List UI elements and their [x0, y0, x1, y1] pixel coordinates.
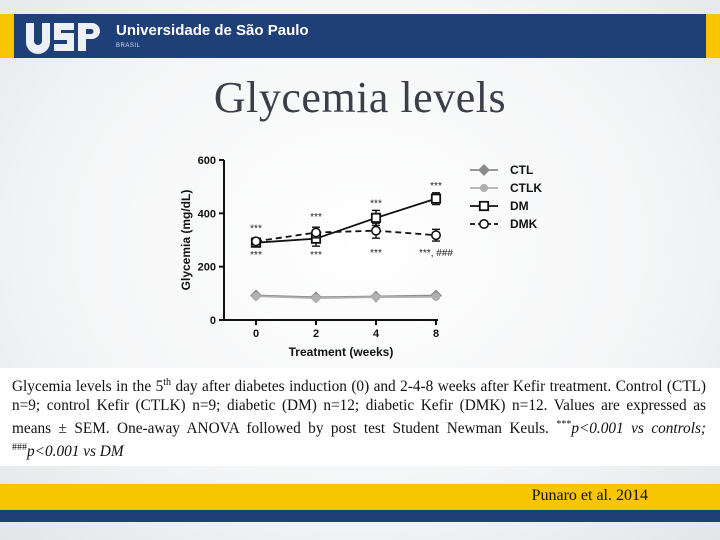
caption-sup-hashes: ###: [12, 442, 27, 454]
legend-item-ctlk: CTLK: [470, 181, 542, 195]
glycemia-chart: 0 200 400 600 0 2 4 8 Treatment (weeks) Glycemia …: [179, 155, 542, 359]
legend-marker-ctlk: [479, 183, 489, 193]
legend-item-ctl: CTL: [470, 163, 533, 177]
series-ctlk: [251, 292, 441, 303]
university-subtitle: BRASIL: [116, 43, 141, 49]
data-point-dm-3: [430, 193, 442, 204]
annotation-5: ***: [370, 248, 382, 259]
legend-item-dm: DM: [470, 199, 529, 213]
legend-label-ctl: CTL: [510, 163, 533, 177]
header-accent-right: [706, 14, 720, 58]
x-axis-label: Treatment (weeks): [289, 345, 394, 359]
usp-logo: [22, 20, 104, 54]
annotation-1: ***: [250, 250, 262, 261]
legend-marker-ctl: [478, 164, 490, 176]
header-accent-left: [0, 14, 14, 58]
legend-label-dmk: DMK: [510, 217, 538, 231]
figure-caption: Glycemia levels in the 5th day after dia…: [12, 373, 706, 461]
legend-marker-dmk: [478, 219, 489, 230]
caption-text-3: p<0.001 vs controls;: [571, 420, 706, 438]
annotation-6: ***: [430, 181, 442, 192]
data-point-ctlk-2: [371, 292, 381, 302]
data-point-ctlk-0: [251, 292, 261, 301]
y-tick-label-2: 400: [198, 208, 216, 220]
x-tick-label-0: 0: [253, 328, 259, 340]
data-point-dm-2: [370, 212, 382, 223]
university-name: Universidade de São Paulo: [116, 22, 309, 39]
caption-background: [0, 368, 720, 466]
y-tick-label-0: 0: [210, 315, 216, 327]
header-bar: [0, 14, 720, 58]
series-dm: [250, 192, 442, 248]
legend-item-dmk: DMK: [470, 217, 538, 231]
y-axis-label: Glycemia (mg/dL): [179, 190, 193, 291]
data-point-dmk-3: [430, 230, 441, 241]
series-line-dm: [255, 197, 437, 244]
data-point-ctlk-3: [431, 292, 441, 301]
y-tick-label-1: 200: [198, 262, 216, 274]
annotation-7: ***, ###: [419, 248, 453, 259]
series-dmk: [251, 222, 441, 247]
caption-text-4: p<0.001 vs DM: [27, 443, 124, 461]
annotation-2: ***: [310, 212, 322, 223]
x-tick-label-1: 2: [313, 328, 319, 340]
caption-sup-stars: ***: [556, 419, 572, 431]
legend-marker-dm: [478, 200, 490, 212]
data-point-ctlk-1: [311, 294, 321, 303]
caption-sup-th: th: [163, 377, 172, 388]
series-line-dmk: [255, 229, 437, 243]
series-line-ctlk: [255, 295, 437, 300]
footer-bar: [0, 484, 720, 510]
caption-text-1: Glycemia levels in the 5: [12, 378, 164, 396]
x-tick-label-3: 8: [433, 328, 439, 340]
annotation-4: ***: [370, 199, 382, 210]
citation: Punaro et al. 2014: [531, 487, 648, 504]
y-tick-label-3: 600: [198, 155, 216, 167]
x-tick-label-2: 4: [373, 328, 380, 340]
legend-label-dm: DM: [510, 199, 529, 213]
data-point-dmk-0: [251, 236, 262, 247]
footer-stripe: [0, 510, 720, 522]
data-point-dmk-2: [371, 225, 382, 236]
data-point-dmk-1: [311, 227, 322, 238]
annotation-0: ***: [250, 223, 262, 234]
annotation-3: ***: [310, 250, 322, 261]
caption-text-2: day after diabetes induction (0) and 2-4…: [12, 378, 706, 438]
legend-label-ctlk: CTLK: [510, 181, 542, 195]
page-title: Glycemia levels: [213, 73, 507, 122]
